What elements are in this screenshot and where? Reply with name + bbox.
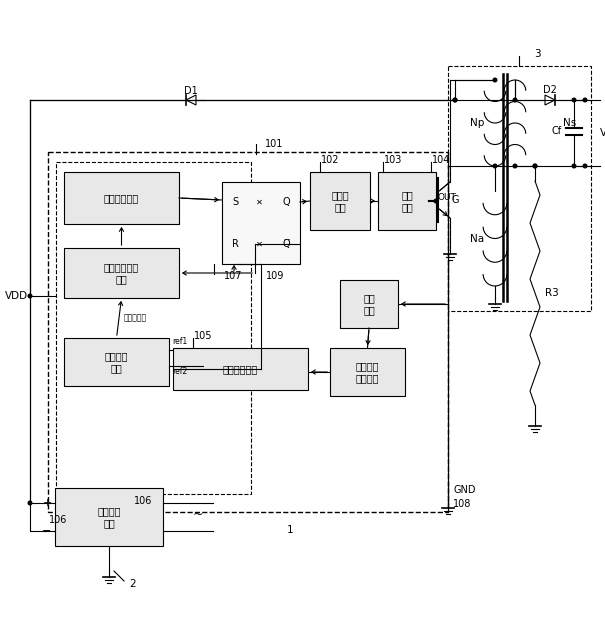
Text: GND: GND: [453, 485, 476, 495]
Circle shape: [28, 294, 32, 298]
Text: 101: 101: [265, 139, 283, 149]
Circle shape: [533, 164, 537, 168]
Text: 滤波
单元: 滤波 单元: [363, 293, 375, 315]
Bar: [378, 172, 436, 230]
Text: 电流控制单元: 电流控制单元: [223, 364, 258, 374]
Text: +: +: [42, 498, 51, 508]
Text: 斩波器
单元: 斩波器 单元: [331, 190, 349, 212]
Text: OUT: OUT: [438, 192, 457, 201]
Text: ~: ~: [193, 508, 203, 520]
Text: 104: 104: [432, 155, 450, 165]
Text: R3: R3: [545, 288, 559, 298]
Text: Q: Q: [283, 197, 290, 207]
Text: 106: 106: [49, 515, 67, 525]
Circle shape: [513, 164, 517, 168]
Bar: [330, 348, 405, 396]
Text: R: R: [232, 239, 239, 249]
Text: Cf: Cf: [552, 126, 562, 136]
Text: −: −: [42, 526, 51, 536]
Text: ref2: ref2: [172, 367, 188, 376]
Text: 109: 109: [266, 271, 284, 281]
Text: 107: 107: [224, 271, 243, 281]
Text: 驱动
单元: 驱动 单元: [401, 190, 413, 212]
Bar: [64, 172, 179, 224]
Text: G: G: [452, 195, 460, 205]
Text: Vo: Vo: [600, 128, 605, 138]
Circle shape: [572, 164, 576, 168]
Bar: [448, 66, 591, 311]
Text: ✕: ✕: [255, 197, 263, 206]
Text: 基准电压
单元: 基准电压 单元: [105, 351, 128, 373]
Bar: [64, 248, 179, 298]
Text: 102: 102: [321, 155, 339, 165]
Text: D2: D2: [543, 85, 557, 95]
Bar: [340, 280, 398, 328]
Circle shape: [513, 98, 517, 102]
Circle shape: [533, 164, 537, 168]
Polygon shape: [186, 95, 196, 105]
Circle shape: [453, 98, 457, 102]
Circle shape: [583, 98, 587, 102]
Text: 3: 3: [534, 49, 540, 59]
Text: 2: 2: [129, 579, 136, 589]
Text: 103: 103: [384, 155, 402, 165]
Circle shape: [583, 164, 587, 168]
Text: Ns: Ns: [563, 118, 576, 128]
Text: VDD: VDD: [5, 291, 28, 301]
Circle shape: [453, 98, 457, 102]
Text: 内部各单元: 内部各单元: [123, 313, 146, 322]
Circle shape: [572, 98, 576, 102]
Circle shape: [28, 501, 32, 505]
Text: 106: 106: [134, 496, 152, 506]
Text: Q̅: Q̅: [283, 239, 290, 249]
Bar: [55, 488, 163, 546]
Circle shape: [493, 164, 497, 168]
Bar: [222, 182, 300, 264]
Bar: [310, 172, 370, 230]
Polygon shape: [545, 95, 555, 105]
Text: 整流滤波
单元: 整流滤波 单元: [97, 506, 121, 528]
Text: Np: Np: [470, 118, 485, 128]
Circle shape: [493, 78, 497, 82]
Text: D1: D1: [184, 86, 198, 96]
Text: 电压控制单元: 电压控制单元: [104, 193, 139, 203]
Bar: [48, 152, 448, 512]
Text: 108: 108: [453, 499, 471, 509]
Circle shape: [434, 199, 438, 203]
Text: 105: 105: [194, 331, 212, 341]
Bar: [173, 348, 308, 390]
Text: ref1: ref1: [172, 337, 188, 346]
Text: ✕: ✕: [255, 240, 263, 249]
Bar: [64, 338, 169, 386]
Text: Na: Na: [470, 233, 484, 244]
Text: 第二电压
比较单元: 第二电压 比较单元: [356, 361, 379, 383]
Text: 1: 1: [287, 525, 293, 535]
Bar: [56, 162, 251, 494]
Text: 第一电压比较
单元: 第一电压比较 单元: [104, 262, 139, 284]
Text: S: S: [232, 197, 238, 207]
